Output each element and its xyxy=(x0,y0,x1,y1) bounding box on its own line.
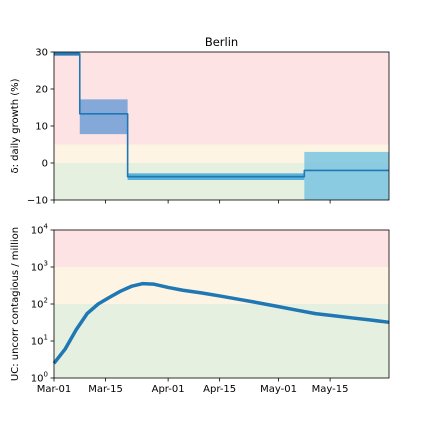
y-tick-label: 30 xyxy=(35,48,48,59)
y-tick-label: −10 xyxy=(27,196,48,207)
x-tick-label: Mar-01 xyxy=(37,384,72,395)
y-axis-label: δ: daily growth (%) xyxy=(10,78,21,173)
background-band xyxy=(54,230,389,267)
y-tick-label-base: 10 xyxy=(31,226,44,237)
x-tick-label: May-15 xyxy=(312,384,349,395)
y-tick-label-base: 10 xyxy=(31,374,44,385)
y-tick-label-exponent: 3 xyxy=(44,260,48,268)
y-tick-label: 20 xyxy=(35,85,48,96)
interval-band xyxy=(304,151,389,200)
growth-rate-panel: −10 0 10 20 30 Berlin δ: daily growth (%) xyxy=(10,35,390,207)
x-tick-label: Mar-15 xyxy=(88,384,123,395)
chart-title: Berlin xyxy=(205,35,238,49)
interval-band xyxy=(79,99,128,135)
y-axis-label: UC: uncorr contagious / million xyxy=(10,227,21,381)
y-tick-label: 103 xyxy=(31,260,48,274)
x-tick-label: Apr-01 xyxy=(152,384,185,395)
y-tick-label: 0 xyxy=(42,159,48,170)
y-tick-label: 102 xyxy=(31,297,48,311)
y-tick-label: 101 xyxy=(31,334,48,348)
y-tick-label-base: 10 xyxy=(31,337,44,348)
y-tick-label-exponent: 1 xyxy=(44,334,48,342)
y-tick-label: 104 xyxy=(31,223,49,237)
y-tick-label-base: 10 xyxy=(31,263,44,274)
y-tick-label-exponent: 4 xyxy=(44,223,49,231)
x-tick-label: Apr-15 xyxy=(203,384,236,395)
y-tick-label: 100 xyxy=(31,371,48,385)
y-tick-label: 10 xyxy=(35,122,48,133)
y-tick-label-exponent: 0 xyxy=(44,371,48,379)
y-tick-label-base: 10 xyxy=(31,300,44,311)
growth-rate-step-line xyxy=(54,53,389,178)
y-tick-label-exponent: 2 xyxy=(44,297,48,305)
contagious-series-line xyxy=(52,281,390,365)
x-tick-label: May-01 xyxy=(260,384,297,395)
